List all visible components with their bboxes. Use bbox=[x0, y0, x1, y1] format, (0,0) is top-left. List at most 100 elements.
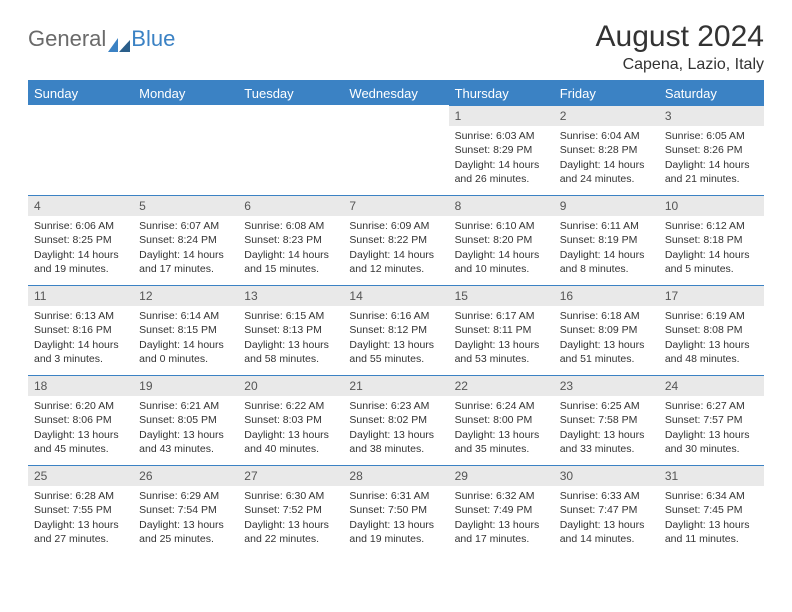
daylight-line-2: and 3 minutes. bbox=[34, 352, 127, 366]
daylight-line-2: and 35 minutes. bbox=[455, 442, 548, 456]
daylight-line-1: Daylight: 14 hours bbox=[34, 338, 127, 352]
daylight-line-2: and 17 minutes. bbox=[455, 532, 548, 546]
sunset-line: Sunset: 7:54 PM bbox=[139, 503, 232, 517]
day-details: Sunrise: 6:19 AMSunset: 8:08 PMDaylight:… bbox=[659, 306, 764, 370]
daylight-line-1: Daylight: 14 hours bbox=[455, 158, 548, 172]
day-number: 2 bbox=[554, 105, 659, 126]
daylight-line-2: and 58 minutes. bbox=[244, 352, 337, 366]
calendar-cell: 2Sunrise: 6:04 AMSunset: 8:28 PMDaylight… bbox=[554, 105, 659, 195]
calendar-cell: 27Sunrise: 6:30 AMSunset: 7:52 PMDayligh… bbox=[238, 465, 343, 555]
sunrise-line: Sunrise: 6:34 AM bbox=[665, 489, 758, 503]
daylight-line-1: Daylight: 13 hours bbox=[560, 428, 653, 442]
daylight-line-1: Daylight: 14 hours bbox=[560, 248, 653, 262]
sunrise-line: Sunrise: 6:05 AM bbox=[665, 129, 758, 143]
weekday-header: Tuesday bbox=[238, 82, 343, 105]
sunset-line: Sunset: 8:11 PM bbox=[455, 323, 548, 337]
calendar-cell: 26Sunrise: 6:29 AMSunset: 7:54 PMDayligh… bbox=[133, 465, 238, 555]
calendar-cell: 6Sunrise: 6:08 AMSunset: 8:23 PMDaylight… bbox=[238, 195, 343, 285]
sunrise-line: Sunrise: 6:12 AM bbox=[665, 219, 758, 233]
day-number: 21 bbox=[343, 375, 448, 396]
day-details: Sunrise: 6:05 AMSunset: 8:26 PMDaylight:… bbox=[659, 126, 764, 190]
day-details: Sunrise: 6:30 AMSunset: 7:52 PMDaylight:… bbox=[238, 486, 343, 550]
daylight-line-1: Daylight: 13 hours bbox=[34, 428, 127, 442]
weekday-header: Sunday bbox=[28, 82, 133, 105]
sunset-line: Sunset: 8:05 PM bbox=[139, 413, 232, 427]
daylight-line-1: Daylight: 13 hours bbox=[560, 338, 653, 352]
sunrise-line: Sunrise: 6:31 AM bbox=[349, 489, 442, 503]
sunset-line: Sunset: 8:02 PM bbox=[349, 413, 442, 427]
daylight-line-1: Daylight: 13 hours bbox=[349, 338, 442, 352]
sunrise-line: Sunrise: 6:09 AM bbox=[349, 219, 442, 233]
calendar-cell: 29Sunrise: 6:32 AMSunset: 7:49 PMDayligh… bbox=[449, 465, 554, 555]
calendar-cell: 12Sunrise: 6:14 AMSunset: 8:15 PMDayligh… bbox=[133, 285, 238, 375]
day-details: Sunrise: 6:21 AMSunset: 8:05 PMDaylight:… bbox=[133, 396, 238, 460]
daylight-line-2: and 19 minutes. bbox=[349, 532, 442, 546]
daylight-line-2: and 22 minutes. bbox=[244, 532, 337, 546]
sunrise-line: Sunrise: 6:10 AM bbox=[455, 219, 548, 233]
day-details: Sunrise: 6:20 AMSunset: 8:06 PMDaylight:… bbox=[28, 396, 133, 460]
day-number: 9 bbox=[554, 195, 659, 216]
daylight-line-2: and 21 minutes. bbox=[665, 172, 758, 186]
sunset-line: Sunset: 7:58 PM bbox=[560, 413, 653, 427]
title-block: August 2024 Capena, Lazio, Italy bbox=[596, 20, 764, 74]
daylight-line-2: and 38 minutes. bbox=[349, 442, 442, 456]
weekday-header: Monday bbox=[133, 82, 238, 105]
daylight-line-1: Daylight: 14 hours bbox=[34, 248, 127, 262]
location: Capena, Lazio, Italy bbox=[596, 56, 764, 74]
daylight-line-2: and 27 minutes. bbox=[34, 532, 127, 546]
day-number: 29 bbox=[449, 465, 554, 486]
daylight-line-2: and 30 minutes. bbox=[665, 442, 758, 456]
calendar-cell: 11Sunrise: 6:13 AMSunset: 8:16 PMDayligh… bbox=[28, 285, 133, 375]
day-details: Sunrise: 6:34 AMSunset: 7:45 PMDaylight:… bbox=[659, 486, 764, 550]
day-details: Sunrise: 6:15 AMSunset: 8:13 PMDaylight:… bbox=[238, 306, 343, 370]
day-details: Sunrise: 6:14 AMSunset: 8:15 PMDaylight:… bbox=[133, 306, 238, 370]
day-number: 11 bbox=[28, 285, 133, 306]
daylight-line-1: Daylight: 13 hours bbox=[244, 428, 337, 442]
calendar-cell: 15Sunrise: 6:17 AMSunset: 8:11 PMDayligh… bbox=[449, 285, 554, 375]
day-number: 28 bbox=[343, 465, 448, 486]
daylight-line-2: and 45 minutes. bbox=[34, 442, 127, 456]
sunrise-line: Sunrise: 6:28 AM bbox=[34, 489, 127, 503]
sunrise-line: Sunrise: 6:07 AM bbox=[139, 219, 232, 233]
sunset-line: Sunset: 7:57 PM bbox=[665, 413, 758, 427]
calendar-cell: 14Sunrise: 6:16 AMSunset: 8:12 PMDayligh… bbox=[343, 285, 448, 375]
header-row: General Blue August 2024 Capena, Lazio, … bbox=[28, 20, 764, 74]
calendar-cell: 17Sunrise: 6:19 AMSunset: 8:08 PMDayligh… bbox=[659, 285, 764, 375]
day-number: 20 bbox=[238, 375, 343, 396]
sunset-line: Sunset: 8:13 PM bbox=[244, 323, 337, 337]
day-number: 31 bbox=[659, 465, 764, 486]
calendar-cell: 16Sunrise: 6:18 AMSunset: 8:09 PMDayligh… bbox=[554, 285, 659, 375]
day-number: 14 bbox=[343, 285, 448, 306]
day-details: Sunrise: 6:09 AMSunset: 8:22 PMDaylight:… bbox=[343, 216, 448, 280]
day-number: 7 bbox=[343, 195, 448, 216]
sunrise-line: Sunrise: 6:04 AM bbox=[560, 129, 653, 143]
day-number: 1 bbox=[449, 105, 554, 126]
daylight-line-2: and 24 minutes. bbox=[560, 172, 653, 186]
day-details: Sunrise: 6:22 AMSunset: 8:03 PMDaylight:… bbox=[238, 396, 343, 460]
calendar-cell: 21Sunrise: 6:23 AMSunset: 8:02 PMDayligh… bbox=[343, 375, 448, 465]
daylight-line-2: and 8 minutes. bbox=[560, 262, 653, 276]
daylight-line-2: and 33 minutes. bbox=[560, 442, 653, 456]
sunrise-line: Sunrise: 6:18 AM bbox=[560, 309, 653, 323]
sunset-line: Sunset: 8:20 PM bbox=[455, 233, 548, 247]
daylight-line-2: and 25 minutes. bbox=[139, 532, 232, 546]
calendar-week: 1Sunrise: 6:03 AMSunset: 8:29 PMDaylight… bbox=[28, 105, 764, 195]
daylight-line-2: and 40 minutes. bbox=[244, 442, 337, 456]
sunrise-line: Sunrise: 6:20 AM bbox=[34, 399, 127, 413]
calendar-cell: 9Sunrise: 6:11 AMSunset: 8:19 PMDaylight… bbox=[554, 195, 659, 285]
sunrise-line: Sunrise: 6:14 AM bbox=[139, 309, 232, 323]
day-details: Sunrise: 6:04 AMSunset: 8:28 PMDaylight:… bbox=[554, 126, 659, 190]
day-number: 3 bbox=[659, 105, 764, 126]
calendar-cell bbox=[343, 105, 448, 195]
sunset-line: Sunset: 8:15 PM bbox=[139, 323, 232, 337]
day-number: 6 bbox=[238, 195, 343, 216]
sunset-line: Sunset: 8:16 PM bbox=[34, 323, 127, 337]
day-number: 15 bbox=[449, 285, 554, 306]
sunrise-line: Sunrise: 6:21 AM bbox=[139, 399, 232, 413]
daylight-line-1: Daylight: 14 hours bbox=[665, 248, 758, 262]
day-number: 16 bbox=[554, 285, 659, 306]
daylight-line-2: and 55 minutes. bbox=[349, 352, 442, 366]
day-details: Sunrise: 6:33 AMSunset: 7:47 PMDaylight:… bbox=[554, 486, 659, 550]
sunrise-line: Sunrise: 6:11 AM bbox=[560, 219, 653, 233]
day-number: 18 bbox=[28, 375, 133, 396]
